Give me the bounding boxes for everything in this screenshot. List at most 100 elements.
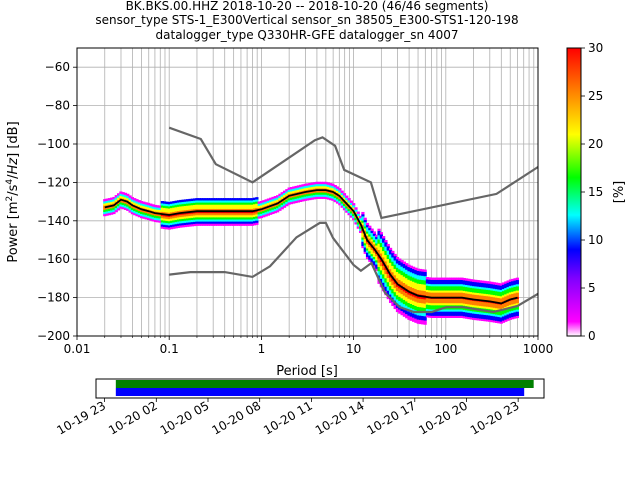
heatmap-cell — [174, 211, 178, 214]
heatmap-cell — [241, 212, 245, 216]
heatmap-cell — [248, 206, 252, 209]
heatmap-cell — [338, 200, 342, 204]
heatmap-cell — [508, 304, 513, 308]
heatmap-cell — [160, 226, 164, 229]
heatmap-cell — [506, 318, 510, 321]
heatmap-cell — [441, 277, 446, 280]
heatmap-cell — [425, 315, 430, 318]
heatmap-cell — [255, 197, 259, 200]
heatmap-cell — [246, 208, 250, 212]
heatmap-cell — [179, 216, 183, 220]
heatmap-cell — [190, 223, 194, 227]
heatmap-cell — [225, 214, 229, 218]
heatmap-cell — [160, 211, 164, 214]
heatmap-cell — [285, 193, 289, 196]
heatmap-cell — [209, 221, 213, 224]
heatmap-cell — [515, 290, 519, 293]
heatmap-cell — [335, 186, 340, 189]
heatmap-cell — [488, 285, 492, 289]
heatmap-cell — [513, 278, 517, 281]
heatmap-cell — [400, 308, 404, 312]
heatmap-cell — [232, 208, 236, 212]
heatmap-cell — [432, 292, 436, 295]
heatmap-cell — [165, 216, 169, 219]
heatmap-cell — [412, 294, 416, 297]
coverage-bar — [115, 380, 534, 388]
heatmap-cell — [121, 204, 125, 208]
heatmap-cell — [481, 293, 485, 296]
heatmap-cell — [409, 316, 413, 319]
heatmap-cell — [400, 291, 404, 295]
heatmap-cell — [204, 208, 208, 212]
heatmap-cell — [130, 201, 135, 204]
heatmap-cell — [372, 231, 377, 234]
heatmap-cell — [273, 210, 277, 214]
heatmap-cell — [393, 253, 397, 257]
heatmap-cell — [402, 297, 407, 300]
heatmap-cell — [308, 193, 312, 196]
heatmap-cell — [382, 265, 386, 269]
heatmap-cell — [151, 206, 155, 209]
heatmap-cell — [126, 195, 130, 199]
heatmap-cell — [158, 209, 162, 213]
heatmap-cell — [453, 302, 457, 306]
heatmap-cell — [179, 204, 183, 207]
heatmap-cell — [352, 207, 356, 210]
heatmap-cell — [513, 293, 517, 296]
heatmap-cell — [250, 212, 254, 216]
heatmap-cell — [458, 288, 462, 291]
heatmap-cell — [236, 204, 241, 207]
heatmap-cell — [114, 209, 118, 213]
heatmap-cell — [462, 282, 466, 285]
heatmap-cell — [289, 189, 294, 192]
heatmap-cell — [227, 219, 231, 222]
heatmap-cell — [453, 309, 457, 312]
heatmap-cell — [499, 304, 503, 307]
heatmap-cell — [329, 191, 333, 194]
heatmap-cell — [229, 219, 234, 222]
heatmap-cell — [169, 207, 174, 211]
heatmap-cell — [501, 318, 506, 321]
heatmap-cell — [379, 246, 383, 250]
heatmap-cell — [423, 286, 427, 289]
heatmap-cell — [483, 308, 487, 311]
heatmap-cell — [511, 280, 515, 284]
heatmap-cell — [216, 221, 220, 224]
heatmap-cell — [264, 209, 268, 213]
heatmap-cell — [458, 307, 462, 310]
heatmap-cell — [414, 295, 418, 298]
heatmap-cell — [388, 249, 393, 253]
heatmap-cell — [156, 205, 160, 208]
heatmap-cell — [448, 311, 453, 314]
heatmap-cell — [474, 292, 478, 295]
heatmap-cell — [402, 291, 407, 294]
heatmap-cell — [379, 234, 383, 237]
heatmap-cell — [488, 302, 492, 305]
heatmap-cell — [213, 221, 217, 224]
heatmap-cell — [223, 223, 227, 226]
heatmap-cell — [206, 204, 211, 207]
heatmap-cell — [499, 287, 503, 290]
heatmap-cell — [146, 217, 151, 221]
heatmap-cell — [213, 204, 217, 207]
heatmap-cell — [421, 284, 425, 287]
heatmap-cell — [239, 198, 243, 201]
heatmap-cell — [218, 214, 222, 218]
heatmap-cell — [234, 198, 238, 201]
heatmap-cell — [259, 215, 264, 219]
heatmap-cell — [465, 288, 469, 292]
heatmap-cell — [340, 205, 344, 208]
heatmap-cell — [142, 203, 146, 207]
heatmap-cell — [110, 208, 114, 211]
heatmap-cell — [382, 257, 386, 260]
heatmap-cell — [407, 268, 411, 272]
heatmap-cell — [169, 226, 174, 230]
heatmap-cell — [160, 224, 164, 227]
heatmap-cell — [204, 206, 208, 209]
heatmap-cell — [393, 281, 397, 284]
heatmap-cell — [220, 202, 224, 205]
heatmap-cell — [405, 273, 409, 277]
heatmap-cell — [414, 273, 418, 277]
heatmap-cell — [451, 283, 455, 287]
heatmap-cell — [197, 206, 201, 209]
